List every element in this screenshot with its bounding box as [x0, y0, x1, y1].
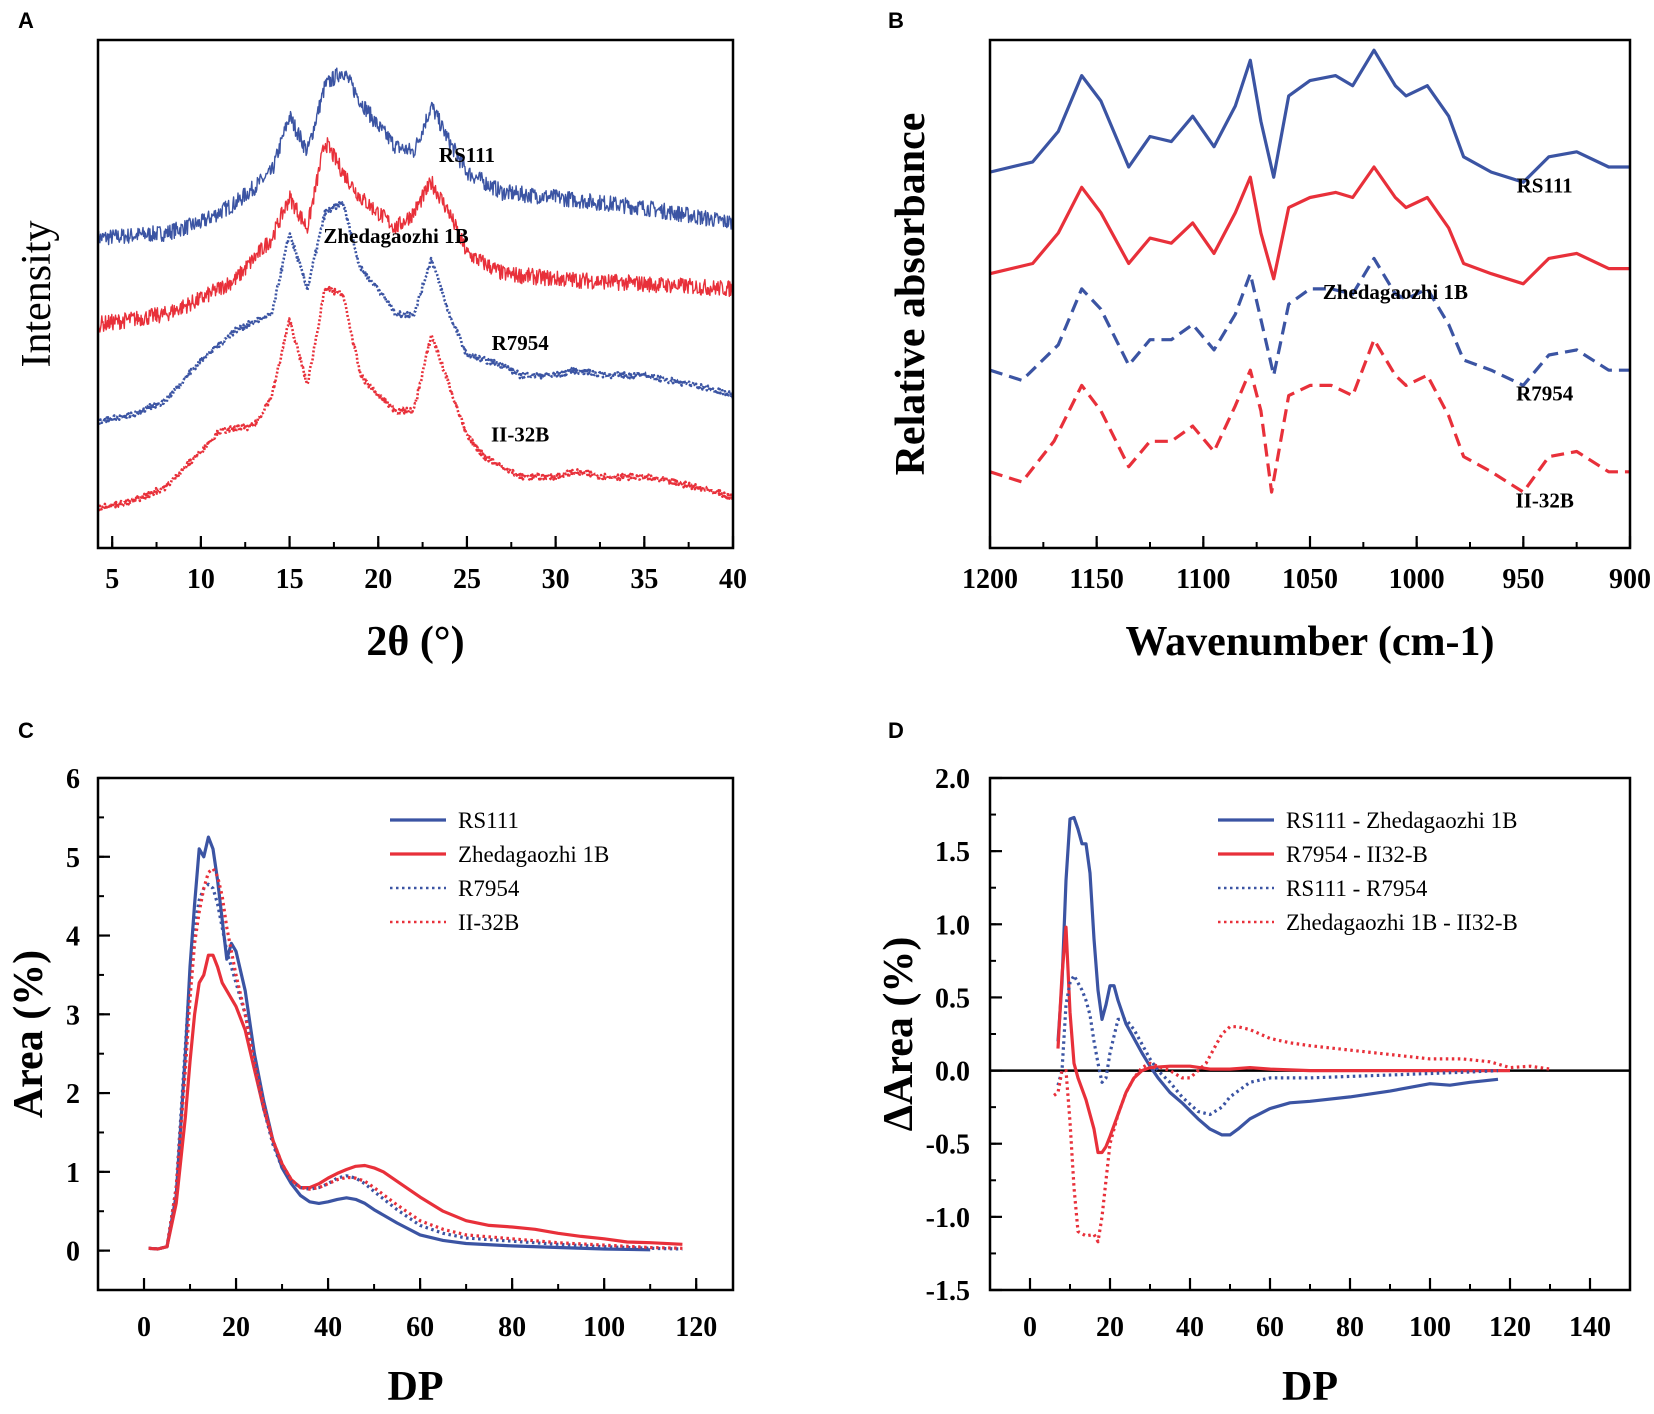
series-line-ii-32b — [990, 338, 1630, 494]
series-group — [98, 67, 733, 512]
x-axis-title: DP — [1282, 1364, 1338, 1410]
x-tick-label: 900 — [1609, 564, 1651, 595]
y-axis-title: Relative absorbance — [888, 113, 934, 476]
y-tick-label: 6 — [66, 764, 80, 795]
x-tick-label: 120 — [1489, 1312, 1531, 1343]
y-tick-label: 3 — [66, 1000, 80, 1031]
panel-label: D — [888, 718, 904, 743]
y-tick-label: 5 — [66, 843, 80, 874]
x-tick-label: 35 — [630, 564, 658, 595]
x-tick-label: 40 — [719, 564, 747, 595]
series-label-rs111: RS111 — [439, 143, 495, 167]
legend-label-zhedagaozhi-1b-ii32-b: Zhedagaozhi 1B - II32-B — [1286, 910, 1518, 935]
x-tick-label: 0 — [1023, 1312, 1037, 1343]
x-tick-label: 60 — [1256, 1312, 1284, 1343]
x-tick-label: 950 — [1502, 564, 1544, 595]
x-tick-label: 1200 — [962, 564, 1018, 595]
series-label-zhedagaozhi-1b: Zhedagaozhi 1B — [1323, 280, 1468, 304]
series-label-ii-32b: II-32B — [491, 422, 549, 446]
x-tick-label: 5 — [105, 564, 119, 595]
legend-label-ii-32b: II-32B — [458, 910, 519, 935]
y-axis-title: Intensity — [14, 221, 60, 368]
y-tick-label: 4 — [66, 922, 80, 953]
series-line-rs111 — [990, 48, 1630, 184]
plot-frame — [96, 776, 735, 1292]
series-line-zhedagaozhi-1b — [98, 137, 733, 333]
series-line-r7954 — [98, 200, 733, 425]
series-label-r7954: R7954 — [492, 331, 550, 355]
x-tick-label: 80 — [498, 1312, 526, 1343]
x-tick-label: 20 — [222, 1312, 250, 1343]
x-tick-label: 60 — [406, 1312, 434, 1343]
y-tick-label: -0.5 — [926, 1130, 970, 1161]
x-tick-label: 1050 — [1282, 564, 1338, 595]
series-line-rs111-zhedagaozhi-1b — [1056, 815, 1499, 1137]
plot-frame — [96, 38, 735, 550]
series-line-r7954 — [990, 256, 1630, 387]
panel-c: C 0 20 40 60 80 100 120 0 1 2 3 4 5 6 DP Area (%) RS111 Zh… — [6, 718, 735, 1410]
x-tick-label: 1000 — [1389, 564, 1445, 595]
y-tick-label: -1.5 — [926, 1276, 970, 1307]
y-axis-title: ΔArea (%) — [876, 937, 922, 1132]
x-tick-label: 20 — [1096, 1312, 1124, 1343]
panel-label: C — [18, 718, 34, 743]
series-group — [148, 835, 683, 1252]
x-tick-label: 100 — [583, 1312, 625, 1343]
x-tick-label: 80 — [1336, 1312, 1364, 1343]
x-tick-label: 0 — [137, 1312, 151, 1343]
series-label-zhedagaozhi-1b: Zhedagaozhi 1B — [323, 224, 468, 248]
legend-label-r7954: R7954 — [458, 876, 520, 901]
series-label-ii-32b: II-32B — [1515, 488, 1573, 512]
series-line-r7954-ii32-b — [1056, 925, 1510, 1155]
series-line-zhedagaozhi-1b — [148, 953, 683, 1251]
legend-label-rs111-r7954: RS111 - R7954 — [1286, 876, 1428, 901]
panel-label: A — [18, 8, 34, 33]
x-tick-label: 15 — [276, 564, 304, 595]
legend-label-zhedagaozhi-1b: Zhedagaozhi 1B — [458, 842, 609, 867]
y-tick-label: 0.5 — [935, 983, 970, 1014]
legend-label-rs111-zhedagaozhi-1b: RS111 - Zhedagaozhi 1B — [1286, 808, 1517, 833]
y-tick-label: -1.0 — [926, 1203, 970, 1234]
series-group — [1053, 815, 1551, 1244]
legend: RS111 - Zhedagaozhi 1B R7954 - II32-B RS11… — [1218, 808, 1518, 935]
x-tick-label: 120 — [675, 1312, 717, 1343]
y-axis-title: Area (%) — [6, 950, 52, 1118]
y-tick-label: 0.0 — [935, 1057, 970, 1088]
panel-label: B — [888, 8, 904, 33]
panel-b: B RS111 Zhedagaozhi 1B R7954 II-32B 1200 1150 1… — [888, 8, 1651, 665]
x-tick-label: 10 — [187, 564, 215, 595]
series-line-zhedagaozhi-1b-ii32-b — [1053, 1025, 1551, 1244]
x-tick-label: 25 — [453, 564, 481, 595]
series-line-rs111 — [98, 67, 733, 247]
x-axis-title: DP — [388, 1364, 444, 1410]
y-tick-label: 2 — [66, 1079, 80, 1110]
series-group — [990, 48, 1630, 494]
y-tick-label: 2.0 — [935, 764, 970, 795]
series-line-ii-32b — [148, 867, 683, 1251]
legend: RS111 Zhedagaozhi 1B R7954 II-32B — [390, 808, 609, 935]
x-tick-label: 40 — [314, 1312, 342, 1343]
series-label-rs111: RS111 — [1517, 173, 1573, 197]
series-line-zhedagaozhi-1b — [990, 165, 1630, 286]
panel-a: A RS111 Zhedagaozhi 1B R7954 II-32B 5 10 15 20 25… — [14, 8, 747, 665]
x-tick-label: 20 — [364, 564, 392, 595]
series-line-ii-32b — [98, 285, 733, 512]
legend-label-rs111: RS111 — [458, 808, 519, 833]
x-tick-label: 40 — [1176, 1312, 1204, 1343]
x-tick-label: 100 — [1409, 1312, 1451, 1343]
x-axis-title: Wavenumber (cm-1) — [1126, 619, 1495, 665]
x-tick-label: 30 — [542, 564, 570, 595]
legend-label-r7954-ii32-b: R7954 - II32-B — [1286, 842, 1428, 867]
y-tick-label: 0 — [66, 1237, 80, 1268]
series-label-r7954: R7954 — [1516, 382, 1574, 406]
x-tick-label: 1150 — [1069, 564, 1123, 595]
x-axis-title: 2θ (°) — [366, 619, 464, 665]
x-tick-label: 140 — [1569, 1312, 1611, 1343]
y-tick-label: 1.5 — [935, 837, 970, 868]
y-tick-label: 1 — [66, 1158, 80, 1189]
y-tick-label: 1.0 — [935, 910, 970, 941]
x-tick-label: 1100 — [1176, 564, 1230, 595]
panel-d: D 0 20 40 60 80 100 120 140 -1.5 -1.0 -0.5 0.0 0.5 1.0… — [876, 718, 1632, 1410]
